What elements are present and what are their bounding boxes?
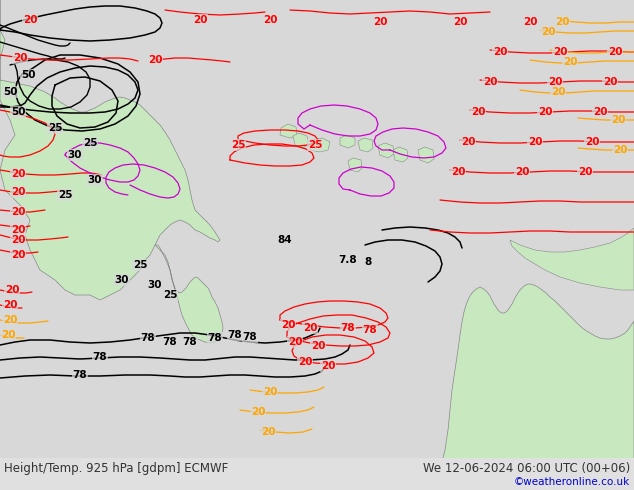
- Text: 78: 78: [208, 333, 223, 343]
- Text: 20: 20: [262, 387, 277, 397]
- Text: 78: 78: [73, 370, 87, 380]
- Text: 20: 20: [548, 77, 562, 87]
- Text: 20: 20: [298, 357, 313, 367]
- Text: 20: 20: [585, 137, 599, 147]
- Polygon shape: [378, 143, 394, 158]
- Text: 20: 20: [281, 320, 295, 330]
- Text: Height/Temp. 925 hPa [gdpm] ECMWF: Height/Temp. 925 hPa [gdpm] ECMWF: [4, 462, 228, 474]
- Bar: [0, 458, 634, 490]
- Text: 20: 20: [523, 17, 537, 27]
- Text: 20: 20: [13, 53, 27, 63]
- Text: 20: 20: [11, 235, 25, 245]
- Text: 78: 78: [141, 333, 155, 343]
- Text: 78: 78: [243, 332, 257, 342]
- Text: 20: 20: [593, 107, 607, 117]
- Polygon shape: [293, 133, 308, 148]
- Text: 20: 20: [611, 115, 625, 125]
- Text: 20: 20: [193, 15, 207, 25]
- Polygon shape: [440, 284, 634, 490]
- Text: 20: 20: [461, 137, 476, 147]
- Text: 20: 20: [11, 207, 25, 217]
- Text: 25: 25: [163, 290, 178, 300]
- Text: 25: 25: [231, 140, 245, 150]
- Polygon shape: [340, 135, 355, 148]
- Text: 20: 20: [608, 47, 622, 57]
- Text: 20: 20: [515, 167, 529, 177]
- Text: ©weatheronline.co.uk: ©weatheronline.co.uk: [514, 477, 630, 487]
- Text: 20: 20: [1, 330, 15, 340]
- Text: 20: 20: [11, 187, 25, 197]
- Text: 25: 25: [58, 190, 72, 200]
- Polygon shape: [393, 147, 408, 162]
- Text: 25: 25: [133, 260, 147, 270]
- Text: 20: 20: [551, 87, 566, 97]
- Polygon shape: [348, 158, 362, 172]
- Text: 20: 20: [471, 107, 485, 117]
- Text: 20: 20: [11, 169, 25, 179]
- Text: 20: 20: [553, 47, 567, 57]
- Text: 20: 20: [603, 77, 618, 87]
- Polygon shape: [280, 124, 297, 138]
- Text: 7.8: 7.8: [339, 255, 358, 265]
- Text: 30: 30: [87, 175, 102, 185]
- Text: 78: 78: [228, 330, 242, 340]
- Text: 78: 78: [183, 337, 197, 347]
- Polygon shape: [0, 0, 220, 300]
- Polygon shape: [358, 138, 373, 152]
- Text: 20: 20: [288, 337, 302, 347]
- Text: 20: 20: [11, 250, 25, 260]
- Text: 20: 20: [493, 47, 507, 57]
- Text: We 12-06-2024 06:00 UTC (00+06): We 12-06-2024 06:00 UTC (00+06): [423, 462, 630, 474]
- Text: 78: 78: [163, 337, 178, 347]
- Text: 20: 20: [23, 15, 37, 25]
- Text: 20: 20: [482, 77, 497, 87]
- Text: 20: 20: [4, 285, 19, 295]
- Text: 20: 20: [527, 137, 542, 147]
- Text: 30: 30: [115, 275, 129, 285]
- Text: 8: 8: [365, 257, 372, 267]
- Text: 20: 20: [11, 225, 25, 235]
- Text: 25: 25: [307, 140, 322, 150]
- Text: 25: 25: [83, 138, 97, 148]
- Text: 50: 50: [3, 87, 17, 97]
- Text: 20: 20: [563, 57, 577, 67]
- Text: 20: 20: [538, 107, 552, 117]
- Text: 20: 20: [453, 17, 467, 27]
- Text: 25: 25: [48, 123, 62, 133]
- Text: 20: 20: [612, 145, 627, 155]
- Text: 20: 20: [3, 315, 17, 325]
- Text: 50: 50: [11, 107, 25, 117]
- Text: 50: 50: [21, 70, 36, 80]
- Text: 20: 20: [321, 361, 335, 371]
- Text: 20: 20: [373, 17, 387, 27]
- Text: 20: 20: [311, 341, 325, 351]
- Text: 20: 20: [541, 27, 555, 37]
- Text: 30: 30: [148, 280, 162, 290]
- Text: 30: 30: [68, 150, 82, 160]
- Polygon shape: [510, 228, 634, 290]
- Text: 78: 78: [340, 323, 355, 333]
- Text: 20: 20: [303, 323, 317, 333]
- Polygon shape: [418, 147, 434, 163]
- Text: 20: 20: [578, 167, 592, 177]
- Polygon shape: [155, 245, 223, 343]
- Text: 78: 78: [93, 352, 107, 362]
- Text: 20: 20: [3, 300, 17, 310]
- Text: 20: 20: [555, 17, 569, 27]
- Polygon shape: [310, 138, 330, 152]
- Text: 20: 20: [261, 427, 275, 437]
- Text: 20: 20: [451, 167, 465, 177]
- Text: 20: 20: [251, 407, 265, 417]
- Text: 20: 20: [148, 55, 162, 65]
- Text: 84: 84: [278, 235, 292, 245]
- Text: 20: 20: [262, 15, 277, 25]
- Text: 78: 78: [363, 325, 377, 335]
